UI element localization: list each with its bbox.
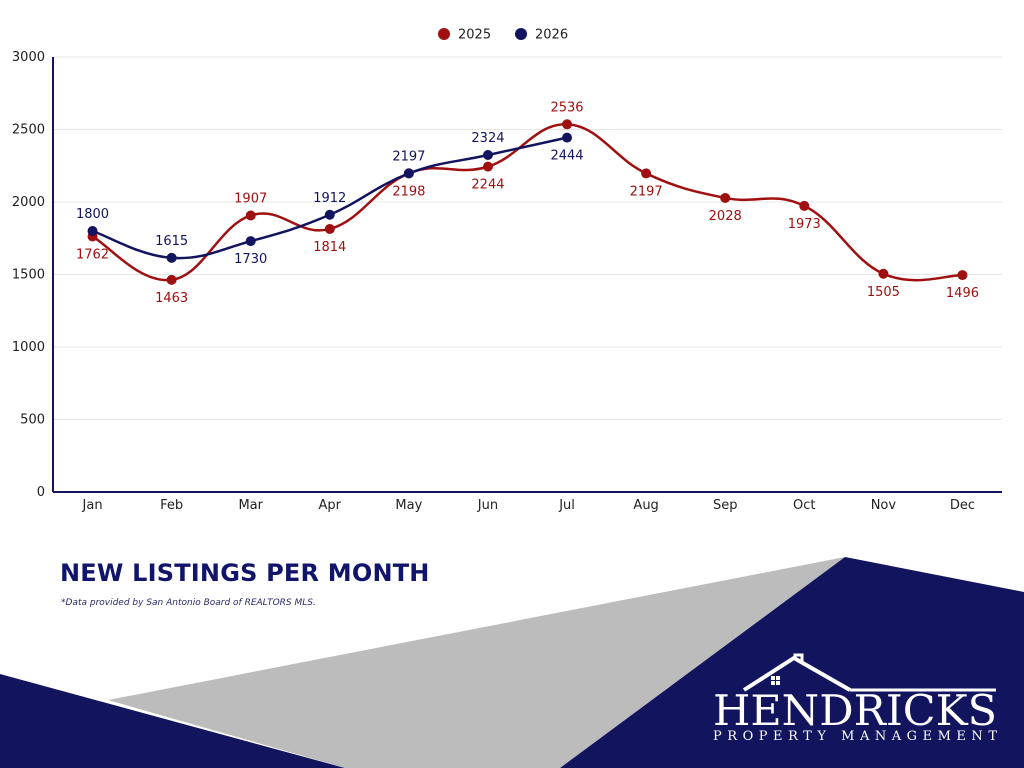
line-chart: 0 500 1000 1500 2000 2500 3000 Jan Feb Mar Apr May… [12,28,1002,513]
data-point-2025 [562,119,573,130]
chart-title: NEW LISTINGS PER MONTH [60,559,430,587]
data-label-2025: 1496 [946,286,979,301]
data-point-2025 [245,210,256,221]
brand-name: HENDRICKS [713,686,997,735]
y-tick-label: 1000 [12,340,45,355]
data-label-2025: 1907 [234,191,267,206]
data-point-2025 [482,161,493,172]
data-label-2025: 1505 [867,285,900,300]
data-label-2025: 1814 [313,240,346,255]
data-label-2026: 1615 [155,234,188,249]
data-label-2025: 2536 [550,100,583,115]
legend-marker-2025 [438,28,450,40]
axes [52,57,1002,493]
x-tick-label: Mar [238,498,263,513]
x-tick-label: Dec [950,498,975,513]
data-point-2025 [720,192,731,203]
x-tick-label: May [395,498,422,513]
data-label-2025: 1463 [155,291,188,306]
data-point-2025 [641,168,652,179]
data-point-2025 [324,223,335,234]
data-labels: 1762 1463 1907 1814 2198 2244 2536 2197 2028 1973… [76,100,979,306]
legend-label: 2026 [535,28,568,43]
y-tick-label: 3000 [12,50,45,65]
data-point-2025 [878,268,889,279]
x-tick-label: Aug [633,498,658,513]
x-tick-label: Jul [558,498,575,513]
data-label-2025: 2244 [471,178,504,193]
x-tick-label: Sep [713,498,738,513]
x-tick-label: Apr [319,498,342,513]
data-label-2025: 2198 [392,184,425,199]
navy-panel-right [560,557,1024,768]
legend: 2025 2026 [438,28,568,43]
data-point-2025 [799,200,810,211]
gridlines [53,56,1002,420]
y-tick-label: 1500 [12,268,45,283]
x-tick-label: Feb [160,498,183,513]
data-point-2026 [403,168,414,179]
source-note: *Data provided by San Antonio Board of R… [61,598,316,608]
window-icon [771,676,780,685]
x-tick-label: Nov [871,498,897,513]
x-tick-label: Jan [82,498,103,513]
series-points [87,119,968,285]
data-label-2025: 2028 [709,209,742,224]
data-point-2026 [245,236,256,247]
data-label-2025: 2197 [630,184,663,199]
x-tick-labels: Jan Feb Mar Apr May Jun Jul Aug Sep Oct Nov Dec [82,498,976,513]
data-label-2026: 1912 [313,191,346,206]
legend-label: 2025 [458,28,491,43]
data-label-2025: 1973 [788,217,821,232]
data-label-2025: 1762 [76,248,109,263]
data-point-2026 [166,252,177,263]
data-label-2026: 2324 [471,131,504,146]
y-tick-label: 0 [37,485,45,500]
data-label-2026: 1730 [234,252,267,267]
data-label-2026: 1800 [76,207,109,222]
data-label-2026: 2444 [550,149,583,164]
data-point-2025 [957,270,968,281]
legend-marker-2026 [515,28,527,40]
data-point-2026 [87,226,98,236]
y-tick-labels: 0 500 1000 1500 2000 2500 3000 [12,50,45,500]
y-tick-label: 2500 [12,123,45,138]
x-tick-label: Oct [793,498,815,513]
data-point-2026 [482,150,493,161]
x-tick-label: Jun [477,498,498,513]
gray-band [108,557,845,768]
data-point-2025 [166,274,177,285]
y-tick-label: 2000 [12,195,45,210]
y-tick-label: 500 [20,413,45,428]
data-label-2026: 2197 [392,149,425,164]
navy-corner-left [0,674,345,768]
data-point-2026 [562,132,573,143]
data-point-2026 [324,209,335,220]
chimney-icon [793,653,804,664]
